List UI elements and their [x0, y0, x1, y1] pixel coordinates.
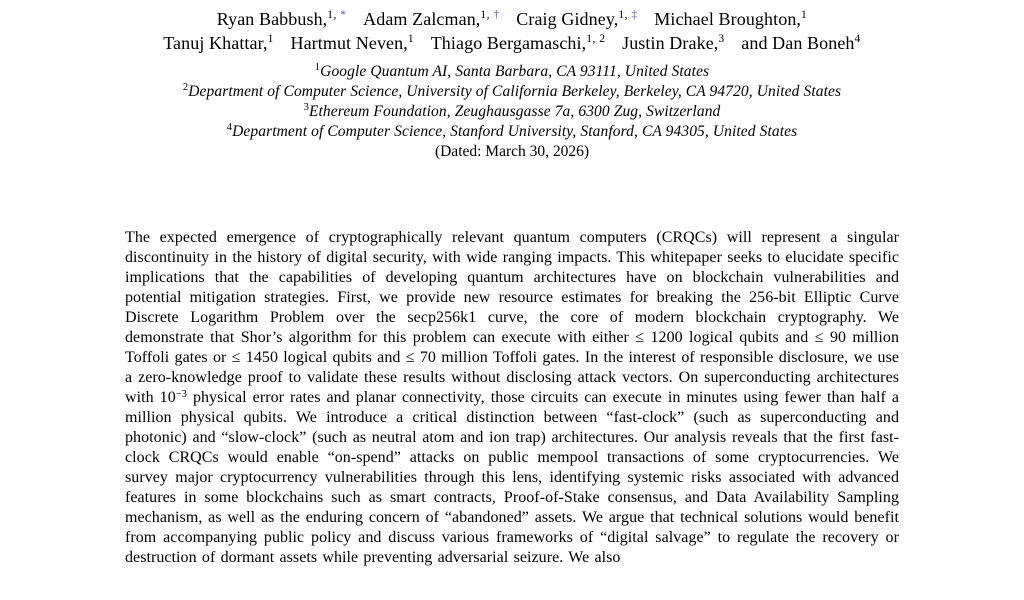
author-name: Justin Drake,: [622, 33, 719, 53]
author-affiliation-ref: 1, 2: [586, 33, 606, 45]
abstract-text-part2: physical error rates and planar connecti…: [125, 389, 899, 566]
author-affiliation-ref: 4: [854, 33, 861, 45]
author-affiliation-ref: 1: [407, 33, 415, 45]
affiliation-line-stanford: 4Department of Computer Science, Stanfor…: [0, 122, 1024, 142]
abstract: The expected emergence of cryptographica…: [125, 228, 899, 568]
author-name: Craig Gidney,: [516, 9, 619, 29]
abstract-text-part1: The expected emergence of cryptographica…: [125, 229, 899, 406]
author-michael-broughton: Michael Broughton,1: [654, 9, 807, 29]
author-affiliation-ref: 3: [718, 33, 725, 45]
author-craig-gidney: Craig Gidney,1, ‡: [516, 9, 637, 29]
author-dan-boneh: and Dan Boneh4: [741, 33, 861, 53]
affiliation-number: 4: [226, 122, 233, 133]
affiliation-text: Department of Computer Science, Universi…: [188, 83, 842, 100]
author-line-1: Ryan Babbush,1, * Adam Zalcman,1, † Crai…: [0, 7, 1024, 31]
author-line-2: Tanuj Khattar,1 Hartmut Neven,1 Thiago B…: [0, 31, 1024, 55]
author-name: Michael Broughton,: [654, 9, 802, 29]
author-name: Ryan Babbush,: [216, 9, 328, 29]
affiliation-text: Department of Computer Science, Stanford…: [232, 123, 798, 140]
footnote-dagger-link[interactable]: †: [493, 9, 500, 21]
footnote-asterisk-link[interactable]: *: [340, 9, 347, 21]
exponent: −3: [175, 389, 187, 400]
author-name: Thiago Bergamaschi,: [430, 33, 587, 53]
author-affiliation-ref: 1,: [618, 9, 632, 21]
dated-line: (Dated: March 30, 2026): [434, 143, 590, 160]
footnote-double-dagger-link[interactable]: ‡: [631, 9, 638, 21]
affiliation-line-berkeley: 2Department of Computer Science, Univers…: [0, 82, 1024, 102]
affiliation-number: 2: [182, 82, 189, 93]
author-tanuj-khattar: Tanuj Khattar,1: [163, 33, 274, 53]
affiliation-number: 1: [314, 62, 321, 73]
author-name: and Dan Boneh: [741, 33, 855, 53]
author-adam-zalcman: Adam Zalcman,1, †: [363, 9, 500, 29]
author-ryan-babbush: Ryan Babbush,1, *: [217, 9, 347, 29]
affiliation-text: Ethereum Foundation, Zeughausgasse 7a, 6…: [308, 103, 721, 120]
affiliation-line-google: 1Google Quantum AI, Santa Barbara, CA 93…: [0, 62, 1024, 82]
abstract-paragraph: The expected emergence of cryptographica…: [125, 229, 899, 566]
author-affiliation-ref: 1,: [327, 9, 341, 21]
author-justin-drake: Justin Drake,3: [622, 33, 725, 53]
author-hartmut-neven: Hartmut Neven,1: [290, 33, 414, 53]
author-name: Tanuj Khattar,: [163, 33, 268, 53]
affiliation-block: 1Google Quantum AI, Santa Barbara, CA 93…: [0, 62, 1024, 162]
author-list: Ryan Babbush,1, * Adam Zalcman,1, † Crai…: [0, 0, 1024, 55]
affiliation-line-ethereum: 3Ethereum Foundation, Zeughausgasse 7a, …: [0, 102, 1024, 122]
author-thiago-bergamaschi: Thiago Bergamaschi,1, 2: [431, 33, 606, 53]
affiliation-number: 3: [303, 102, 309, 113]
author-affiliation-ref: 1: [801, 9, 808, 21]
author-affiliation-ref: 1,: [480, 9, 494, 21]
affiliation-text: Google Quantum AI, Santa Barbara, CA 931…: [320, 63, 710, 80]
author-name: Adam Zalcman,: [363, 9, 481, 29]
author-name: Hartmut Neven,: [290, 33, 408, 53]
author-affiliation-ref: 1: [267, 33, 274, 45]
